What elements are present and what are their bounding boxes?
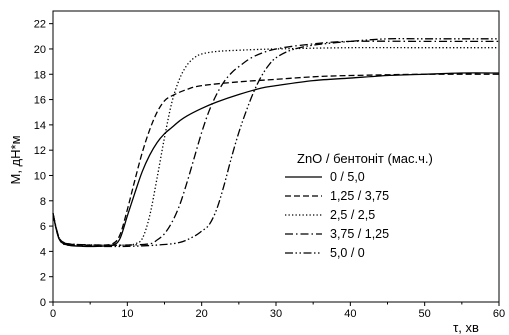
y-tick-label: 8 <box>40 196 46 208</box>
x-tick-label: 10 <box>121 308 133 320</box>
legend-label: 3,75 / 1,25 <box>330 227 389 241</box>
y-tick-label: 2 <box>40 272 46 284</box>
x-axis-label: τ, хв <box>453 320 479 335</box>
series-line <box>52 46 499 246</box>
y-tick-label: 0 <box>40 297 46 309</box>
legend-label: 2,5 / 2,5 <box>330 208 375 222</box>
y-tick-label: 6 <box>40 221 46 233</box>
legend-label: 0 / 5,0 <box>330 170 365 184</box>
axes-layer: 0 10 20 30 40 50 60 0 2 4 6 8 10 12 14 16 18 20 22 <box>34 19 505 320</box>
legend-label: 1,25 / 3,75 <box>330 189 389 203</box>
y-tick-label: 14 <box>34 120 46 132</box>
x-tick-label: 20 <box>196 308 208 320</box>
series-layer <box>52 37 500 248</box>
series-line <box>52 37 499 248</box>
y-tick-label: 12 <box>34 145 46 157</box>
y-tick-label: 22 <box>34 19 46 31</box>
x-tick-label: 30 <box>270 308 282 320</box>
legend: ZnO / бентоніт (мас.ч.) 0 / 5,0 1,25 / 3,… <box>285 151 433 260</box>
x-tick-label: 0 <box>50 308 56 320</box>
y-tick-label: 20 <box>34 44 46 56</box>
x-tick-label: 60 <box>493 308 505 320</box>
y-tick-label: 4 <box>40 246 46 258</box>
x-tick-label: 50 <box>419 308 431 320</box>
legend-label: 5,0 / 0 <box>330 246 365 260</box>
y-axis-label: М, дН*м <box>8 135 23 184</box>
x-tick-label: 40 <box>344 308 356 320</box>
y-tick-label: 16 <box>34 95 46 107</box>
y-tick-label: 18 <box>34 69 46 81</box>
y-tick-label: 10 <box>34 170 46 182</box>
legend-title: ZnO / бентоніт (мас.ч.) <box>297 151 433 166</box>
series-line <box>52 40 499 246</box>
